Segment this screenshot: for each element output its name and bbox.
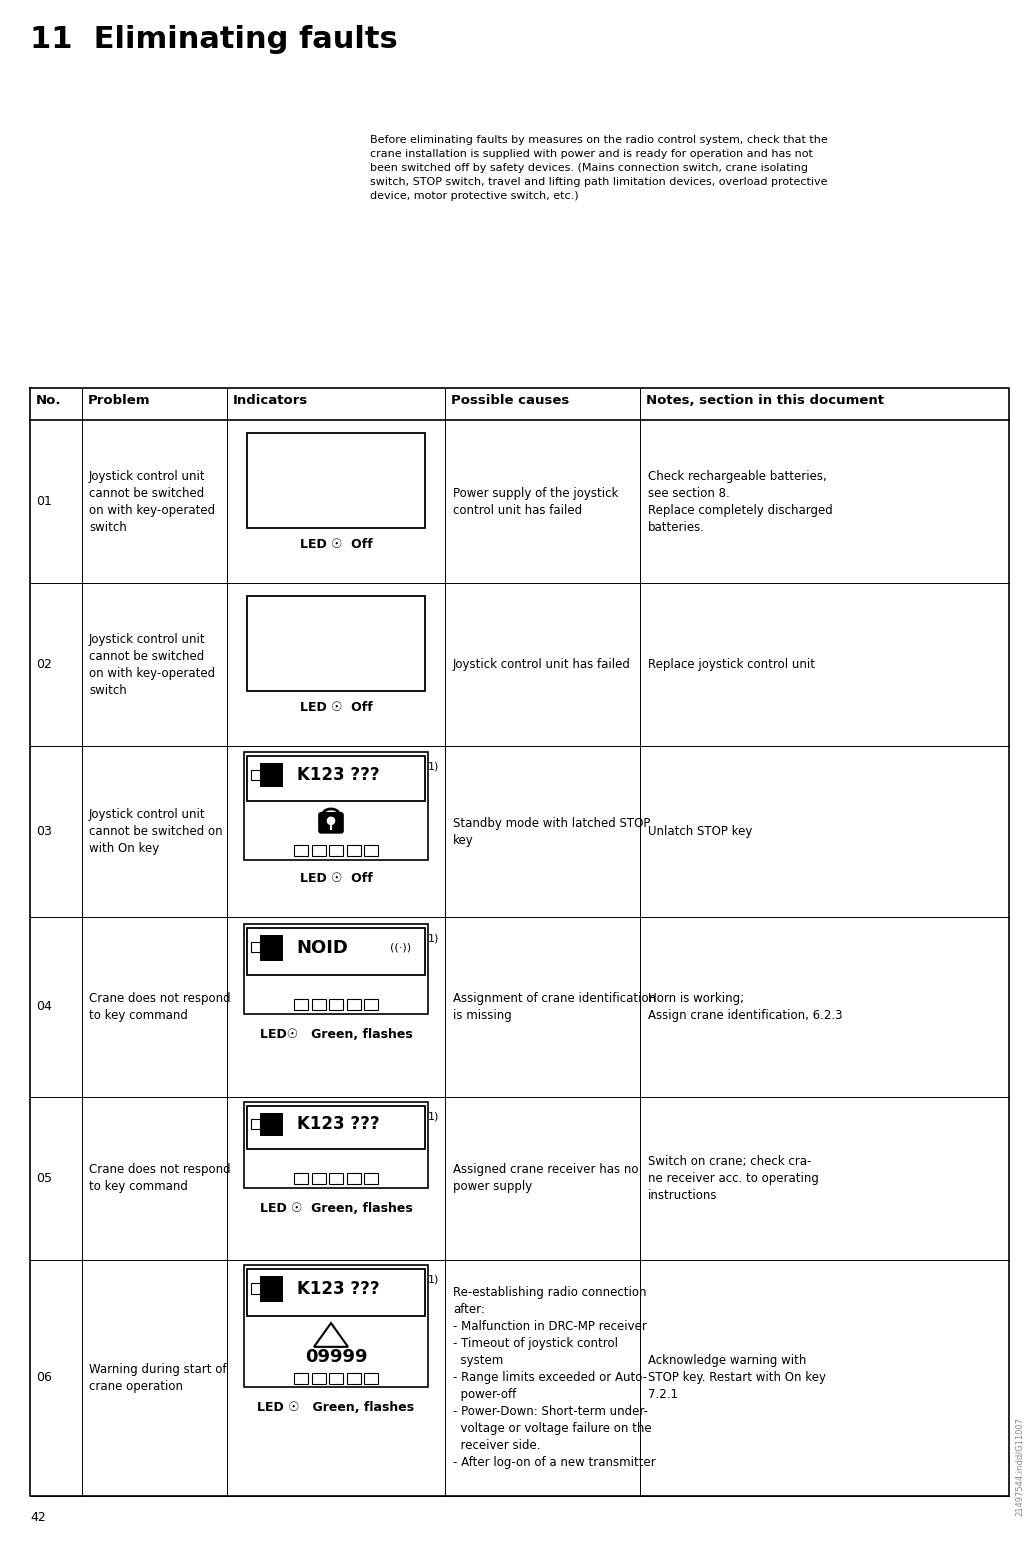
Text: K123 ???: K123 ??? bbox=[296, 765, 380, 784]
Text: LED ☉  Off: LED ☉ Off bbox=[299, 700, 372, 714]
FancyBboxPatch shape bbox=[319, 813, 343, 833]
Text: Joystick control unit
cannot be switched
on with key-operated
switch: Joystick control unit cannot be switched… bbox=[88, 470, 215, 533]
Bar bbox=[347, 999, 360, 1010]
Bar bbox=[244, 1102, 428, 1187]
Bar bbox=[244, 753, 428, 860]
Bar bbox=[294, 1373, 308, 1384]
Bar bbox=[329, 1373, 343, 1384]
Bar bbox=[347, 1373, 360, 1384]
Text: Acknowledge warning with
STOP key. Restart with On key
7.2.1: Acknowledge warning with STOP key. Resta… bbox=[648, 1354, 826, 1401]
Bar bbox=[330, 826, 332, 830]
Text: Notes, section in this document: Notes, section in this document bbox=[646, 394, 884, 407]
Circle shape bbox=[327, 818, 334, 824]
Text: Crane does not respond
to key command: Crane does not respond to key command bbox=[88, 1163, 230, 1194]
Text: Assigned crane receiver has no
power supply: Assigned crane receiver has no power sup… bbox=[453, 1163, 639, 1194]
Bar bbox=[312, 846, 325, 856]
Bar bbox=[244, 925, 428, 1014]
Bar bbox=[347, 846, 360, 856]
Bar bbox=[260, 1275, 283, 1302]
Bar bbox=[260, 935, 283, 960]
Text: Switch on crane; check cra-
ne receiver acc. to operating
instructions: Switch on crane; check cra- ne receiver … bbox=[648, 1155, 819, 1201]
Text: 1): 1) bbox=[427, 932, 438, 943]
Text: Warning during start of
crane operation: Warning during start of crane operation bbox=[88, 1364, 226, 1393]
Text: LED ☉  Off: LED ☉ Off bbox=[299, 538, 372, 550]
Text: LED ☉   Green, flashes: LED ☉ Green, flashes bbox=[257, 1401, 415, 1415]
Text: 03: 03 bbox=[36, 826, 51, 838]
Text: Re-establishing radio connection
after:
- Malfunction in DRC-MP receiver
- Timeo: Re-establishing radio connection after: … bbox=[453, 1286, 655, 1469]
Text: 04: 04 bbox=[36, 1000, 51, 1014]
Bar bbox=[329, 846, 343, 856]
Bar bbox=[364, 1373, 378, 1384]
Bar bbox=[329, 999, 343, 1010]
Text: 01: 01 bbox=[36, 495, 51, 509]
Bar bbox=[244, 1265, 428, 1387]
Text: 11  Eliminating faults: 11 Eliminating faults bbox=[30, 25, 398, 54]
Text: ((·)): ((·)) bbox=[390, 943, 411, 952]
Text: K123 ???: K123 ??? bbox=[296, 1280, 380, 1299]
Bar bbox=[247, 928, 425, 974]
Bar bbox=[247, 1107, 425, 1149]
Bar bbox=[364, 846, 378, 856]
Bar bbox=[251, 942, 260, 952]
Bar bbox=[364, 999, 378, 1010]
Text: LED☉   Green, flashes: LED☉ Green, flashes bbox=[259, 1028, 413, 1040]
Bar bbox=[247, 433, 425, 527]
Text: Check rechargeable batteries,
see section 8.
Replace completely discharged
batte: Check rechargeable batteries, see sectio… bbox=[648, 470, 832, 533]
Text: LED ☉  Off: LED ☉ Off bbox=[299, 872, 372, 884]
Text: Replace joystick control unit: Replace joystick control unit bbox=[648, 659, 815, 671]
Bar bbox=[364, 1173, 378, 1184]
Bar bbox=[251, 1119, 260, 1129]
Text: Horn is working;
Assign crane identification, 6.2.3: Horn is working; Assign crane identifica… bbox=[648, 993, 843, 1022]
Bar bbox=[315, 764, 347, 843]
Text: Standby mode with latched STOP
key: Standby mode with latched STOP key bbox=[453, 816, 650, 847]
Text: Before eliminating faults by measures on the radio control system, check that th: Before eliminating faults by measures on… bbox=[370, 135, 828, 201]
Text: 1): 1) bbox=[427, 1112, 438, 1121]
Bar bbox=[329, 1173, 343, 1184]
Text: 42: 42 bbox=[30, 1510, 45, 1524]
Text: LED ☉  Green, flashes: LED ☉ Green, flashes bbox=[259, 1201, 413, 1215]
Text: 06: 06 bbox=[36, 1371, 51, 1384]
Text: Power supply of the joystick
control unit has failed: Power supply of the joystick control uni… bbox=[453, 487, 618, 516]
Bar bbox=[347, 1173, 360, 1184]
Bar bbox=[247, 756, 425, 801]
Bar bbox=[260, 764, 283, 787]
Bar bbox=[294, 846, 308, 856]
Text: Crane does not respond
to key command: Crane does not respond to key command bbox=[88, 993, 230, 1022]
Text: 1): 1) bbox=[427, 1274, 438, 1285]
Text: Possible causes: Possible causes bbox=[451, 394, 569, 407]
Text: NOID: NOID bbox=[296, 938, 349, 957]
Bar bbox=[294, 1173, 308, 1184]
Text: Joystick control unit
cannot be switched
on with key-operated
switch: Joystick control unit cannot be switched… bbox=[88, 632, 215, 697]
Bar bbox=[312, 1373, 325, 1384]
Text: 1): 1) bbox=[427, 761, 438, 771]
Bar bbox=[251, 770, 260, 779]
Bar bbox=[312, 1173, 325, 1184]
Text: 02: 02 bbox=[36, 659, 51, 671]
Text: 09999: 09999 bbox=[305, 1348, 367, 1367]
Text: Indicators: Indicators bbox=[233, 394, 309, 407]
Bar bbox=[251, 1283, 260, 1294]
Text: 05: 05 bbox=[36, 1172, 52, 1184]
Text: No.: No. bbox=[36, 394, 62, 407]
Text: Problem: Problem bbox=[88, 394, 150, 407]
Text: 21497544.indd/G11007: 21497544.indd/G11007 bbox=[1015, 1418, 1024, 1517]
Text: Unlatch STOP key: Unlatch STOP key bbox=[648, 826, 752, 838]
Text: K123 ???: K123 ??? bbox=[296, 1115, 380, 1133]
Text: Joystick control unit has failed: Joystick control unit has failed bbox=[453, 659, 631, 671]
Bar bbox=[247, 1269, 425, 1316]
Text: Assignment of crane identification
is missing: Assignment of crane identification is mi… bbox=[453, 993, 657, 1022]
Bar bbox=[247, 597, 425, 691]
Bar bbox=[312, 999, 325, 1010]
Bar bbox=[294, 999, 308, 1010]
Bar bbox=[260, 1113, 283, 1136]
Text: Joystick control unit
cannot be switched on
with On key: Joystick control unit cannot be switched… bbox=[88, 809, 222, 855]
